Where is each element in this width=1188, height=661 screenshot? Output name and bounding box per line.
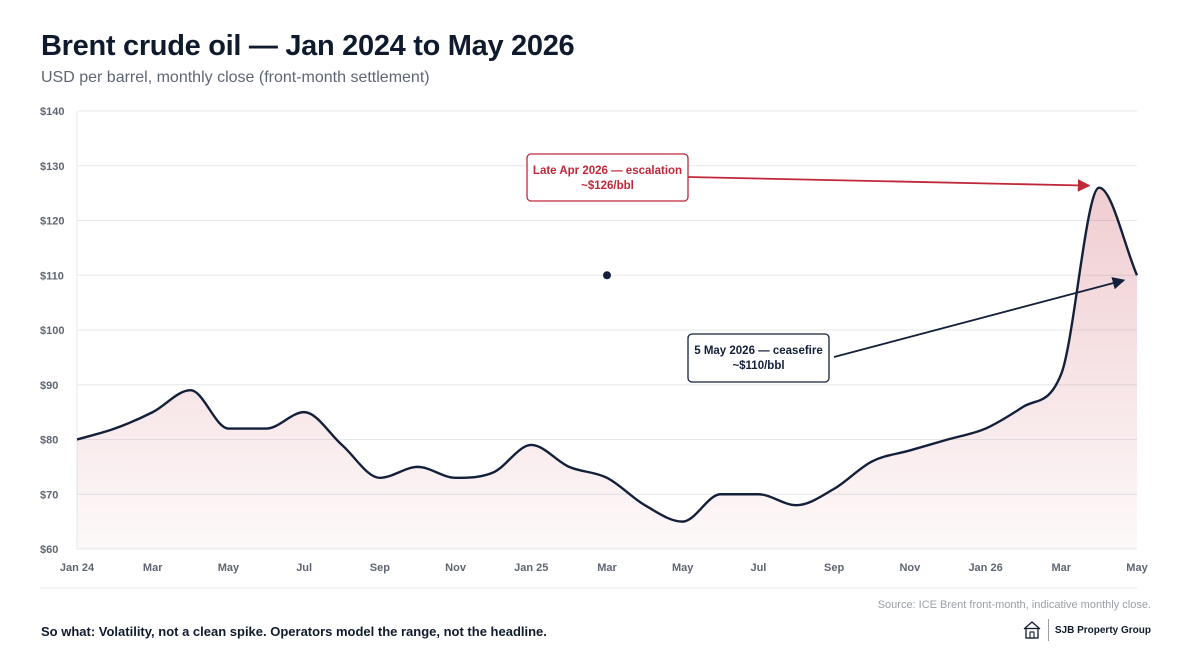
ceasefire-box <box>687 333 830 383</box>
escalation-arrow <box>687 176 1091 192</box>
x-tick-label: May <box>1126 562 1148 574</box>
x-tick-label: Mar <box>1052 562 1072 574</box>
x-tick-label: May <box>218 562 240 574</box>
y-tick-label: $140 <box>40 106 64 118</box>
y-tick-label: $60 <box>40 544 58 556</box>
x-tick-label: Sep <box>824 562 844 574</box>
source-note: Source: ICE Brent front-month, indicativ… <box>877 599 1151 611</box>
x-tick-label: Mar <box>597 562 617 574</box>
brand-name: SJB Property Group <box>1054 624 1151 636</box>
y-tick-label: $120 <box>40 216 64 228</box>
page-title: Brent crude oil — Jan 2024 to May 2026 <box>41 30 575 62</box>
y-tick-label: $70 <box>40 489 58 501</box>
series-line <box>76 186 1139 523</box>
x-tick-label: Mar <box>143 562 163 574</box>
ceasefire-value: ~$110/bbl <box>732 360 784 372</box>
y-tick-label: $80 <box>40 435 58 447</box>
x-tick-label: May <box>672 562 694 574</box>
data-point <box>603 271 611 280</box>
x-tick-label: Jan 26 <box>968 562 1002 574</box>
escalation-value: ~$126/bbl <box>581 180 634 192</box>
logo-divider <box>1047 619 1049 641</box>
ceasefire-arrow <box>833 277 1126 358</box>
brent-chart: $60 $70 $80 $90 $100 $110 $120 $130 $140 Jan 24 Ma… <box>40 106 1149 589</box>
escalation-box <box>526 153 689 202</box>
ceasefire-label: 5 May 2026 — ceasefire <box>694 345 823 357</box>
x-tick-label: Jan 25 <box>514 562 548 574</box>
y-tick-label: $110 <box>40 270 64 282</box>
y-tick-label: $100 <box>40 325 64 337</box>
x-tick-label: Sep <box>370 562 390 574</box>
page-subtitle: USD per barrel, monthly close (front-mon… <box>41 69 430 86</box>
escalation-label: Late Apr 2026 — escalation <box>533 165 682 177</box>
so-what-note: So what: Volatility, not a clean spike. … <box>41 624 547 639</box>
y-tick-label: $130 <box>40 161 64 173</box>
x-tick-label: Jan 24 <box>60 562 95 574</box>
x-tick-label: Jul <box>296 562 312 574</box>
series-area <box>77 187 1137 549</box>
x-tick-label: Jul <box>750 562 766 574</box>
brand-logo: SJB Property Group <box>1022 619 1151 641</box>
house-icon <box>1023 621 1041 639</box>
x-tick-label: Nov <box>899 562 921 574</box>
y-tick-label: $90 <box>40 380 58 392</box>
x-tick-label: Nov <box>445 562 467 574</box>
